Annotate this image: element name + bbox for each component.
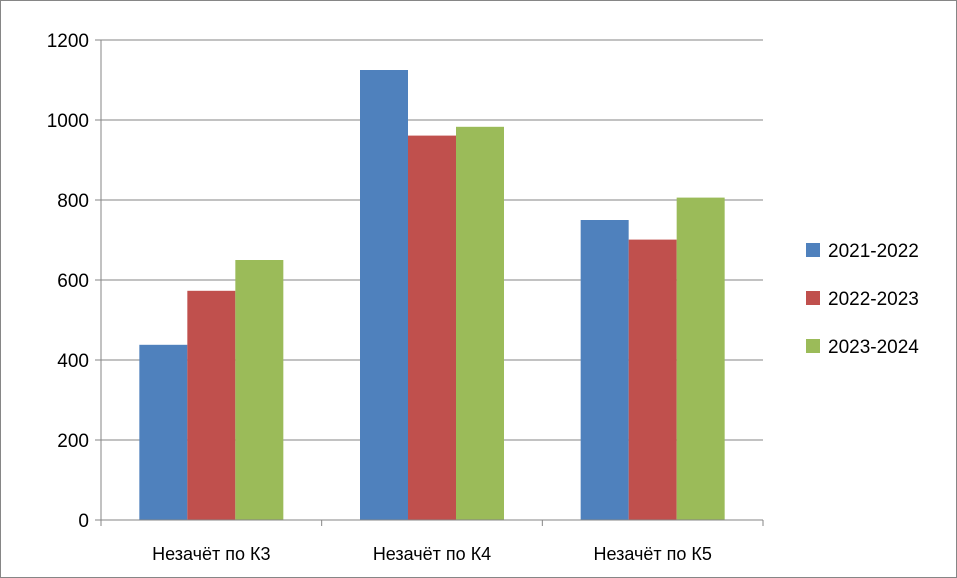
x-category-label: Незачёт по К5 — [593, 544, 711, 564]
bar-3-1 — [235, 260, 284, 520]
y-tick-label: 1000 — [47, 111, 89, 132]
x-category-labels: Незачёт по К3 Незачёт по К4 Незачёт по К5 — [152, 544, 712, 564]
bar-1-1 — [139, 344, 188, 520]
legend: 2021-2022 2022-2023 2023-2024 — [806, 241, 919, 358]
y-tick-label: 400 — [57, 351, 89, 372]
y-tick-labels: 0 200 400 600 800 1000 1200 — [47, 31, 89, 532]
bar-2-3 — [628, 239, 677, 520]
legend-label: 2022-2023 — [828, 289, 919, 310]
bar-3-3 — [676, 197, 725, 520]
legend-swatch — [806, 291, 820, 305]
legend-label: 2021-2022 — [828, 241, 919, 262]
bars — [139, 70, 725, 521]
bar-2-1 — [187, 290, 236, 520]
axes — [95, 39, 764, 526]
y-tick-label: 600 — [57, 271, 89, 292]
y-tick-label: 200 — [57, 431, 89, 452]
legend-label: 2023-2024 — [828, 337, 919, 358]
x-category-label: Незачёт по К3 — [152, 544, 270, 564]
y-tick-label: 1200 — [47, 31, 89, 52]
bar-1-3 — [580, 220, 629, 520]
legend-swatch — [806, 243, 820, 257]
legend-swatch — [806, 339, 820, 353]
bar-2-2 — [408, 135, 456, 520]
x-category-label: Незачёт по К4 — [373, 544, 491, 564]
y-tick-label: 0 — [78, 511, 89, 532]
y-tick-label: 800 — [57, 191, 89, 212]
bar-1-2 — [360, 70, 408, 520]
bar-3-2 — [456, 126, 504, 521]
